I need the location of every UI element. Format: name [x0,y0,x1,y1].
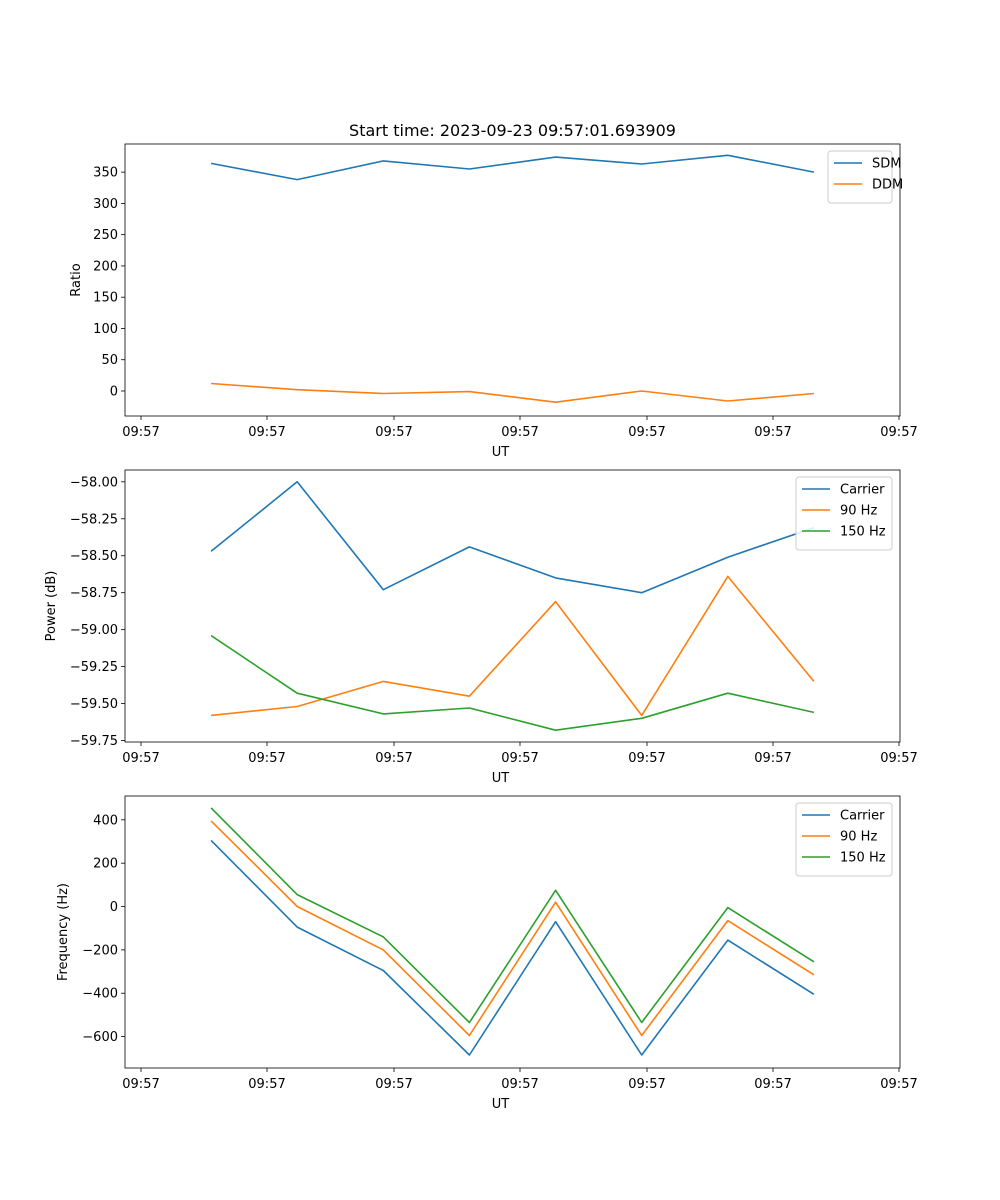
legend: SDM DDM [827,150,903,204]
x-tick-label: 09:57 [375,425,412,440]
x-tick-label: 09:57 [880,751,917,766]
x-tick-label: 09:57 [375,1077,412,1092]
x-tick-label: 09:57 [754,1077,791,1092]
y-tick-label: −58.75 [70,586,118,601]
x-tick-label: 09:57 [375,751,412,766]
legend-label: 150 Hz [840,851,886,866]
y-tick-label: −600 [82,1030,118,1045]
series-line-sdm [210,154,815,181]
x-tick-label: 09:57 [122,751,159,766]
series-line-carrier [210,839,815,1056]
series-line-ddm [211,382,814,404]
legend: Carrier 90 Hz 150 Hz [795,476,893,551]
legend-label: DDM [872,178,903,193]
y-tick-label: −59.50 [70,697,118,712]
chart-panel-3: 09:57 09:57 09:57 09:57 09:57 09:57 09:57 −600 −… [56,795,918,1112]
x-tick-label: 09:57 [880,425,917,440]
legend: Carrier 90 Hz 150 Hz [795,802,893,877]
y-tick-label: 100 [93,322,118,337]
y-tick-label: −58.25 [70,512,118,527]
y-tick-label: 0 [110,900,118,915]
legend-label: SDM [872,157,901,172]
legend-box [827,150,893,204]
series-line-150-hz [210,807,815,1024]
y-tick-label: −59.25 [70,660,118,675]
series-line-150-hz [210,634,815,732]
y-tick-label: 400 [93,813,118,828]
legend-label: 90 Hz [840,504,877,519]
y-tick-label: 200 [93,259,118,274]
y-tick-label: 0 [110,384,118,399]
axes-frame [124,143,901,417]
x-tick-label: 09:57 [248,1077,285,1092]
x-tick-label: 09:57 [501,1077,538,1092]
y-tick-label: 200 [93,857,118,872]
axes-frame [124,469,901,743]
chart-panel-1: Start time: 2023-09-23 09:57:01.693909 09… [69,121,918,460]
x-tick-label: 09:57 [754,425,791,440]
axes-frame [124,795,901,1069]
chart-panel-2: 09:57 09:57 09:57 09:57 09:57 09:57 09:57 −59.7… [44,469,918,786]
y-tick-label: −400 [82,987,118,1002]
y-tick-label: −59.00 [70,623,118,638]
x-tick-label: 09:57 [628,1077,665,1092]
x-tick-label: 09:57 [248,751,285,766]
legend-label: 150 Hz [840,525,886,540]
x-tick-label: 09:57 [880,1077,917,1092]
y-tick-label: −200 [82,943,118,958]
x-tick-label: 09:57 [501,425,538,440]
y-axis-label: Ratio [69,263,84,296]
x-tick-label: 09:57 [628,425,665,440]
x-axis-label: UT [492,445,510,460]
y-tick-label: 150 [93,291,118,306]
chart-title: Start time: 2023-09-23 09:57:01.693909 [349,121,676,140]
legend-label: Carrier [840,809,885,824]
y-tick-label: −59.75 [70,734,118,749]
x-tick-label: 09:57 [628,751,665,766]
x-tick-label: 09:57 [248,425,285,440]
x-tick-label: 09:57 [501,751,538,766]
legend-label: 90 Hz [840,830,877,845]
x-tick-label: 09:57 [754,751,791,766]
y-axis-label: Frequency (Hz) [56,883,71,981]
series-line-90-hz [210,820,815,1037]
x-axis-label: UT [492,1097,510,1112]
x-tick-label: 09:57 [122,1077,159,1092]
y-axis-label: Power (dB) [44,571,59,642]
y-tick-label: −58.00 [70,475,118,490]
y-tick-label: 350 [93,166,118,181]
series-line-90-hz [211,575,815,717]
y-tick-label: 250 [93,228,118,243]
legend-label: Carrier [840,483,885,498]
y-tick-label: 50 [101,353,118,368]
series-line-carrier [210,480,815,594]
y-tick-label: −58.50 [70,549,118,564]
x-tick-label: 09:57 [122,425,159,440]
x-axis-label: UT [492,771,510,786]
y-tick-label: 300 [93,197,118,212]
